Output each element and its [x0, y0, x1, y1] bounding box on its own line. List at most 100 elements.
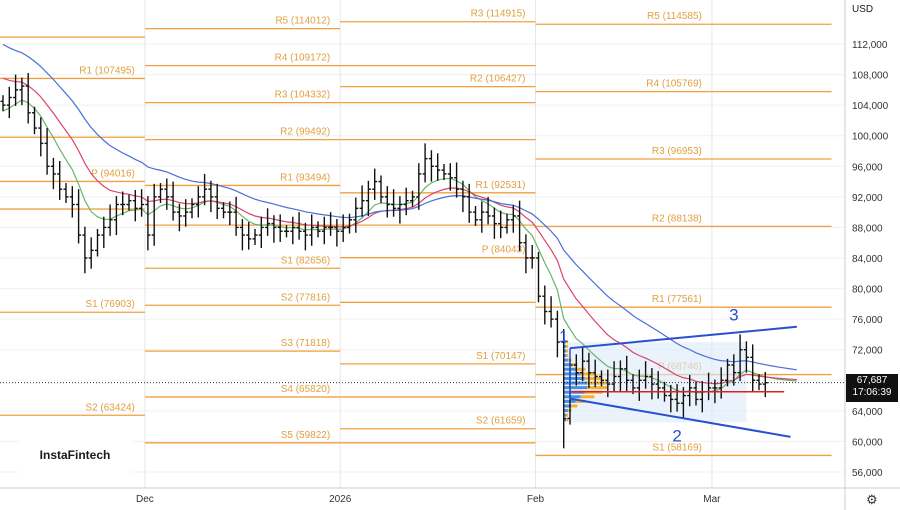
ohlc-bar [0, 95, 6, 112]
settings-gear-icon[interactable]: ⚙ [866, 492, 878, 507]
ohlc-bar [441, 163, 447, 181]
pivot-level-label: S2 (61659) [476, 416, 525, 427]
ohlc-bar [176, 203, 182, 232]
volume-profile-bar [584, 376, 603, 380]
y-tick-label: 92,000 [852, 193, 883, 204]
ohlc-bar [466, 183, 472, 223]
y-tick-label: 56,000 [852, 468, 883, 479]
pivot-level-label: S1 (82656) [281, 255, 330, 266]
ohlc-bar [82, 226, 88, 274]
volume-profile-bar [580, 372, 595, 376]
ohlc-bar [32, 106, 37, 135]
ohlc-bar [643, 361, 649, 389]
pivot-level-label: P (84043) [482, 245, 526, 256]
ohlc-bar [50, 157, 56, 190]
ohlc-bar [636, 369, 642, 401]
ohlc-bar [271, 215, 277, 243]
ohlc-bar [542, 285, 548, 325]
ohlc-bar [347, 213, 352, 234]
ohlc-bar [573, 354, 579, 386]
wave-label: 2 [672, 426, 681, 445]
ohlc-bar [410, 190, 415, 207]
ohlc-bar [221, 202, 226, 219]
volume-profile-bar [580, 395, 595, 399]
ohlc-bar [391, 189, 397, 217]
pivot-level-label: R2 (106427) [470, 74, 526, 85]
pivot-level-label: R5 (114012) [275, 16, 330, 27]
pivot-level-label: R5 (114585) [647, 11, 702, 22]
y-tick-label: 100,000 [852, 132, 889, 143]
pivot-level-label: R3 (104332) [275, 90, 331, 101]
ohlc-bar [731, 354, 737, 386]
pivot-level-label: S1 (58169) [652, 442, 701, 453]
pivot-level-label: R3 (114915) [471, 9, 526, 20]
ohlc-bar [265, 208, 271, 236]
volume-profile-bar [563, 354, 567, 358]
ohlc-bar [693, 381, 699, 406]
pivot-level-label: R3 (96953) [652, 146, 702, 157]
ohlc-bar [422, 143, 428, 183]
ohlc-bar [208, 180, 214, 213]
y-tick-label: 72,000 [852, 346, 883, 357]
ohlc-bar [277, 214, 283, 242]
ohlc-bar [529, 245, 535, 269]
y-tick-label: 96,000 [852, 162, 883, 173]
pivot-level-label: R1 (107495) [79, 65, 135, 76]
ohlc-bar [397, 196, 403, 224]
x-tick-label: Dec [136, 494, 154, 505]
ohlc-bar [580, 345, 586, 382]
pivot-level-label: P (94016) [91, 168, 135, 179]
ohlc-bar [69, 186, 75, 218]
pivot-level-label: R1 (92531) [475, 180, 525, 191]
pivot-level-label: S5 (59822) [281, 430, 330, 441]
ohlc-bar [290, 216, 296, 245]
ohlc-bar [365, 180, 371, 216]
ohlc-bar [309, 214, 315, 246]
volume-profile-bar [566, 340, 569, 344]
ohlc-bar [624, 355, 630, 391]
ohlc-bar [750, 344, 756, 391]
instafintech-logo: InstaFintech [18, 436, 132, 474]
ohlc-bar [586, 352, 592, 388]
pivot-level-label: R1 (77561) [652, 294, 702, 305]
wave-label: 1 [559, 327, 568, 346]
pivot-level-label: S2 (77816) [281, 292, 330, 303]
ohlc-bar [164, 178, 170, 210]
ohlc-bar [447, 163, 453, 191]
ohlc-bar [239, 219, 245, 251]
ohlc-bar [668, 384, 674, 413]
ohlc-bar [6, 86, 12, 119]
ohlc-bar [284, 225, 289, 238]
volume-profile-bar [563, 413, 567, 417]
y-tick-label: 88,000 [852, 223, 883, 234]
y-tick-label: 112,000 [852, 40, 888, 51]
ohlc-bar [246, 222, 252, 250]
ohlc-bar [340, 214, 346, 242]
channel-upper-line [569, 325, 797, 350]
pivot-level-label: R4 (109172) [275, 53, 331, 64]
ohlc-bar [145, 196, 151, 251]
volume-profile-bar [563, 395, 581, 399]
ohlc-bar [151, 183, 157, 246]
ohlc-bar [485, 196, 491, 225]
y-tick-label: 76,000 [852, 315, 883, 326]
pivot-level-label: S2 (63424) [85, 402, 134, 413]
volume-profile-bar [563, 409, 568, 413]
y-tick-label: 108,000 [852, 71, 889, 82]
ohlc-bar [510, 205, 516, 233]
x-tick-label: Mar [703, 494, 721, 505]
ohlc-bar [561, 329, 567, 449]
currency-label[interactable]: USD [852, 4, 874, 15]
ohlc-bar [428, 150, 434, 182]
x-tick-label: Feb [527, 494, 545, 505]
ohlc-bar [88, 237, 94, 269]
pivot-level-label: R2 (99492) [280, 127, 330, 138]
ohlc-bar [353, 197, 359, 233]
pivot-level-label: R4 (105769) [646, 79, 702, 90]
ohlc-bar [674, 384, 680, 412]
volume-profile-bar [563, 372, 581, 376]
ohlc-bar [435, 153, 441, 181]
ohlc-bar [195, 186, 201, 218]
ohlc-bar [473, 206, 478, 226]
